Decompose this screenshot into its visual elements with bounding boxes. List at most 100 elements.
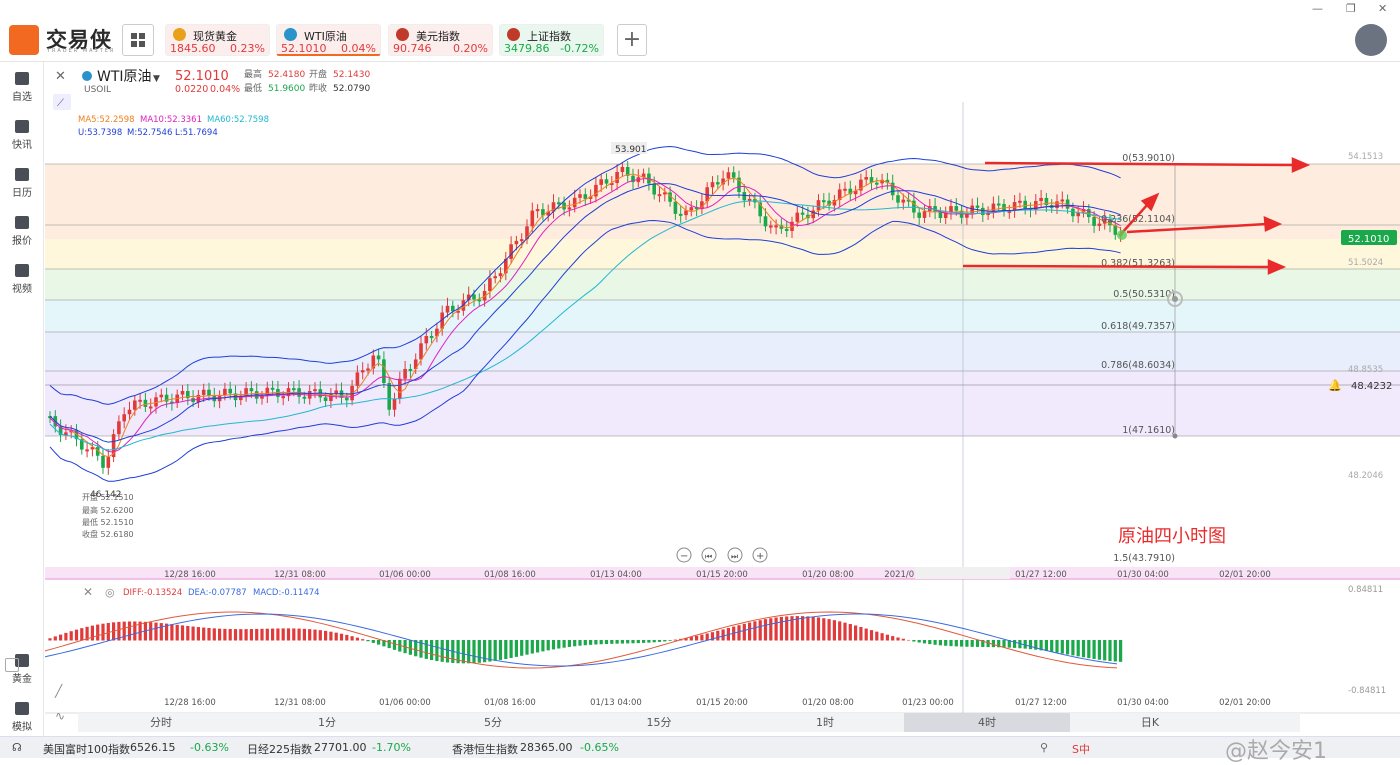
annotation-arrows [962, 157, 1311, 275]
gold-icon [173, 28, 186, 41]
close-icon[interactable]: ✕ [1378, 2, 1388, 15]
candle-body [795, 212, 800, 222]
x-axis-label: 01/06 00:00 [379, 570, 431, 580]
macd-bar [944, 640, 948, 646]
tool-icon[interactable]: ⚲ [1040, 741, 1049, 754]
headset-icon[interactable]: ☊ [12, 741, 22, 754]
sidebar-item-news[interactable]: 快讯 [0, 120, 44, 151]
tab-timeframe[interactable]: 分时 [150, 716, 172, 729]
quote-wti[interactable]: WTI原油 52.1010 0.04% [276, 24, 381, 56]
symbol-name[interactable]: WTI原油 [97, 69, 152, 85]
x-axis-label: 01/20 08:00 [802, 570, 854, 580]
tab-timeframe[interactable]: 1时 [816, 716, 834, 729]
candle-body [1092, 217, 1096, 226]
candle-body [758, 202, 762, 217]
candle-body [477, 299, 482, 302]
zoom-in-button[interactable] [752, 547, 768, 563]
candle-body [800, 212, 805, 215]
candle-body [329, 394, 333, 402]
close-chart-icon[interactable]: ✕ [55, 69, 66, 84]
tab-timeframe[interactable]: 5分 [484, 716, 502, 729]
draw-tool-button[interactable] [53, 94, 71, 110]
candle-body [700, 201, 704, 210]
macd-bar [785, 616, 789, 641]
bell-icon[interactable]: 🔔 [1328, 379, 1342, 392]
sidebar-item-calendar[interactable]: 日历 [0, 168, 44, 199]
tab-timeframe[interactable]: 日K [1140, 716, 1160, 729]
zoom-out-button[interactable] [676, 547, 692, 563]
ma60-text: MA60:52.7598 [207, 115, 269, 125]
macd-bar [467, 640, 471, 664]
svg-text:⏭: ⏭ [731, 552, 738, 561]
macd-bar [1108, 640, 1112, 662]
x-axis-label: 01/30 04:00 [1117, 698, 1169, 708]
candle-body [466, 294, 471, 301]
tab-timeframe[interactable]: 4时 [904, 713, 1070, 732]
macd-bar [816, 617, 821, 641]
sidebar-item-demo[interactable]: 模拟 [0, 702, 44, 733]
candle-body [302, 396, 307, 399]
x-axis-label: 02/01 20:00 [1219, 570, 1271, 580]
scroll-start-button[interactable] [701, 547, 717, 563]
layout-icon[interactable] [5, 658, 19, 672]
candle-body [970, 205, 974, 214]
candle-body [535, 209, 540, 212]
fib-handle[interactable] [1167, 291, 1183, 307]
ime-icon[interactable]: S中 [1072, 743, 1090, 756]
x-axis-label: 01/20 08:00 [802, 698, 854, 708]
sidebar-item-video[interactable]: 视频 [0, 264, 44, 295]
fib-label: 0.5(50.5310) [1113, 289, 1175, 300]
settings-icon[interactable]: ◎ [105, 586, 115, 599]
restore-icon[interactable]: ❐ [1346, 2, 1356, 15]
candle-body [615, 171, 619, 184]
add-quote-button[interactable]: + [617, 24, 647, 56]
scroll-end-button[interactable] [727, 547, 743, 563]
ma10-text: MA10:52.3361 [140, 115, 202, 125]
tab-timeframe[interactable]: 1分 [318, 716, 336, 729]
macd-bar [324, 630, 328, 641]
oil-icon [284, 28, 297, 41]
candle-body [228, 388, 232, 394]
ticker-value: 27701.00 [314, 741, 367, 754]
x-axis-label: 12/28 16:00 [164, 570, 216, 580]
minimize-icon[interactable]: — [1312, 2, 1323, 15]
macd-bar [498, 640, 503, 660]
macd-bar [493, 640, 497, 661]
candle-body [885, 179, 890, 183]
macd-bar [281, 628, 285, 641]
tab-timeframe[interactable]: 15分 [646, 716, 672, 729]
close-indicator-icon[interactable]: ✕ [83, 585, 93, 599]
quote-gold[interactable]: 现货黄金 1845.60 0.23% [165, 24, 270, 56]
macd-bar [970, 640, 974, 647]
macd-bar [710, 632, 715, 641]
candle-body [180, 391, 185, 395]
indicator-lines [49, 145, 1121, 482]
sidebar-item-watchlist[interactable]: 自选 [0, 72, 44, 103]
macd-bar [562, 640, 566, 648]
macd-bar [80, 628, 84, 641]
macd-bar [101, 623, 105, 641]
price-chart[interactable]: ✕ ⟋ WTI原油 ▼ USOIL 52.1010 0.0220 0.04% 最… [44, 62, 1400, 736]
candle-body [774, 225, 778, 228]
candle-body [260, 396, 264, 399]
quote-sse[interactable]: 上证指数 3479.86 -0.72% [499, 24, 604, 56]
quote-dxy[interactable]: 美元指数 90.746 0.20% [388, 24, 493, 56]
macd-bar [392, 640, 397, 650]
indicator-icon[interactable]: ∿ [55, 709, 66, 723]
macd-bar [737, 625, 741, 641]
macd-bar [64, 632, 68, 641]
candle-body [657, 194, 662, 197]
macd-bar [292, 628, 296, 641]
ohlc-box: 开盘 52.1510 最高 52.6200 最低 52.1510 收盘 52.6… [82, 492, 134, 539]
chart-area[interactable]: ✕ ⟋ WTI原油 ▼ USOIL 52.1010 0.0220 0.04% 最… [44, 62, 1400, 736]
sidebar-item-quotes[interactable]: 报价 [0, 216, 44, 247]
user-avatar[interactable] [1355, 24, 1387, 56]
draw-line-icon[interactable]: ╱ [55, 684, 63, 698]
chevron-down-icon[interactable]: ▼ [153, 74, 160, 84]
macd-bar [74, 629, 79, 641]
macd-bar [345, 634, 349, 641]
macd-bar [461, 640, 465, 664]
x-axis-label: 12/31 08:00 [274, 570, 326, 580]
candle-body [186, 391, 190, 399]
grid-menu-button[interactable] [122, 24, 154, 56]
